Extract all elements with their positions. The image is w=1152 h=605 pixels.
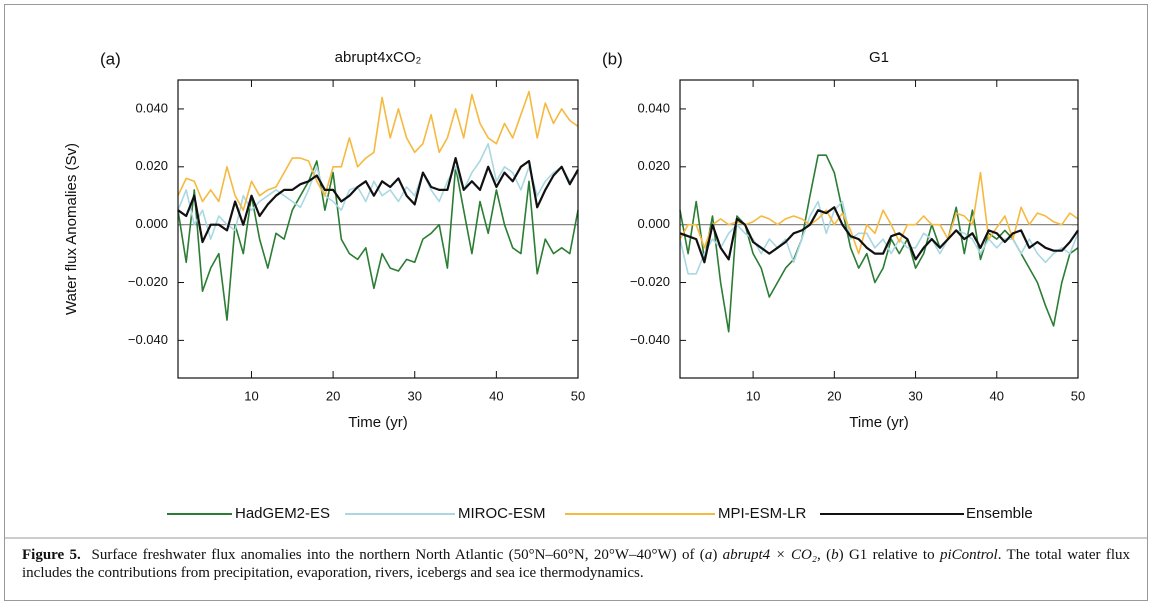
plot-frame bbox=[679, 79, 1079, 379]
y-tick-label: 0.020 bbox=[637, 158, 670, 173]
y-tick-label: −0.020 bbox=[630, 274, 670, 289]
x-tick-label: 10 bbox=[244, 388, 258, 403]
y-tick-label: −0.040 bbox=[630, 332, 670, 347]
x-axis-label: Time (yr) bbox=[348, 414, 407, 431]
caption-text: ) G1 relative to bbox=[838, 547, 940, 563]
legend-label: MPI-ESM-LR bbox=[718, 505, 807, 522]
frame bbox=[4, 4, 1148, 601]
legend-label: MIROC-ESM bbox=[458, 505, 546, 522]
caption-text: , ( bbox=[817, 547, 832, 563]
y-tick-label: −0.040 bbox=[128, 332, 168, 347]
y-tick-label: −0.020 bbox=[128, 274, 168, 289]
legend-label: HadGEM2-ES bbox=[235, 505, 330, 522]
x-tick-label: 30 bbox=[908, 388, 922, 403]
series-line bbox=[679, 171, 1079, 255]
panel-label: (a) bbox=[100, 49, 121, 68]
series-line bbox=[177, 160, 579, 321]
caption-text: piControl bbox=[939, 547, 998, 563]
caption-text: Surface freshwater flux anomalies into t… bbox=[91, 547, 705, 563]
x-tick-label: 50 bbox=[1071, 388, 1085, 403]
caption-label: Figure 5. bbox=[22, 547, 81, 563]
y-tick-label: 0.000 bbox=[637, 216, 670, 231]
chart-title: abrupt4xCO₂ bbox=[335, 49, 422, 66]
caption-text: b bbox=[831, 547, 839, 563]
series-line bbox=[679, 206, 1079, 264]
series-line bbox=[679, 200, 1079, 275]
x-tick-label: 40 bbox=[489, 388, 503, 403]
caption-text: a bbox=[704, 547, 713, 563]
series-line bbox=[177, 157, 579, 244]
plot-frame bbox=[177, 79, 579, 379]
panel-label: (b) bbox=[602, 49, 623, 68]
legend-label: Ensemble bbox=[966, 505, 1033, 522]
x-axis-label: Time (yr) bbox=[849, 414, 908, 431]
y-axis-label: Water flux Anomalies (Sv) bbox=[63, 143, 80, 315]
x-tick-label: 20 bbox=[326, 388, 340, 403]
x-tick-label: 10 bbox=[746, 388, 760, 403]
caption-text: . The total water flux includes the cont… bbox=[22, 547, 1131, 581]
y-tick-label: 0.040 bbox=[637, 100, 670, 115]
y-tick-label: 0.000 bbox=[135, 216, 168, 231]
caption-text: ) bbox=[712, 547, 723, 563]
x-tick-label: 30 bbox=[408, 388, 422, 403]
x-tick-label: 50 bbox=[571, 388, 585, 403]
caption-text: abrupt4 × CO₂ bbox=[722, 547, 818, 563]
y-tick-label: 0.020 bbox=[135, 158, 168, 173]
caption: Figure 5. Surface freshwater flux anomal… bbox=[22, 546, 1130, 582]
x-tick-label: 40 bbox=[990, 388, 1004, 403]
series-line bbox=[177, 90, 579, 211]
chart-title: G1 bbox=[869, 49, 889, 66]
x-tick-label: 20 bbox=[827, 388, 841, 403]
y-tick-label: 0.040 bbox=[135, 100, 168, 115]
